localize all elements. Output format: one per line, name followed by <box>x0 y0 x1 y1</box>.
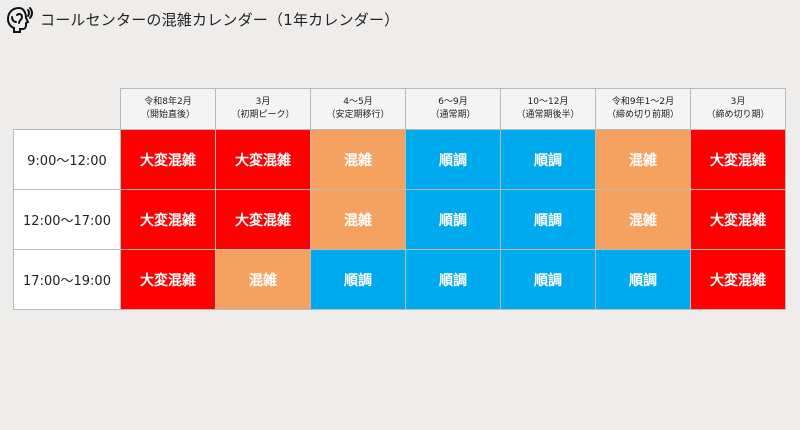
congestion-table: 令和8年2月 （開始直後） 3月 （初期ピーク） 4～5月 （安定期移行） 6～9月 （通常期… <box>13 88 786 310</box>
table-row: 17:00～19:00 大変混雑 混雑 順調 順調 順調 順調 大変混雑 <box>13 249 786 310</box>
column-header-period: 6～9月 <box>438 97 468 107</box>
column-header-phase: （開始直後） <box>140 110 195 120</box>
time-slot-label: 9:00～12:00 <box>13 129 121 190</box>
column-header-period: 4～5月 <box>343 97 373 107</box>
table-row: 9:00～12:00 大変混雑 大変混雑 混雑 順調 順調 混雑 大変混雑 <box>13 129 786 190</box>
column-header-phase: （締め切り前期） <box>606 110 679 120</box>
column-header-period: 令和9年1～2月 <box>611 97 675 107</box>
status-cell: 順調 <box>310 249 406 310</box>
header-row: 令和8年2月 （開始直後） 3月 （初期ピーク） 4～5月 （安定期移行） 6～9月 （通常期… <box>14 88 786 130</box>
column-header: 令和9年1～2月 （締め切り前期） <box>595 88 691 130</box>
status-cell: 大変混雑 <box>215 129 311 190</box>
status-cell: 順調 <box>595 249 691 310</box>
status-cell: 混雑 <box>310 189 406 250</box>
column-header-phase: （安定期移行） <box>326 110 390 120</box>
column-header-phase: （通常期後半） <box>516 110 580 120</box>
column-header-phase: （締め切り期） <box>706 110 770 120</box>
table-row: 12:00～17:00 大変混雑 大変混雑 混雑 順調 順調 混雑 大変混雑 <box>13 189 786 250</box>
column-header-period: 10～12月 <box>527 97 569 107</box>
time-slot-label: 17:00～19:00 <box>13 249 121 310</box>
column-header: 3月 （締め切り期） <box>690 88 786 130</box>
column-header: 3月 （初期ピーク） <box>215 88 311 130</box>
status-cell: 大変混雑 <box>120 249 216 310</box>
column-header: 10～12月 （通常期後半） <box>500 88 596 130</box>
status-cell: 混雑 <box>215 249 311 310</box>
status-cell: 順調 <box>405 189 501 250</box>
column-header-phase: （通常期） <box>430 110 476 120</box>
status-cell: 大変混雑 <box>690 129 786 190</box>
status-cell: 混雑 <box>595 189 691 250</box>
column-header-period: 令和8年2月 <box>144 97 192 107</box>
page-title: コールセンターの混雑カレンダー（1年カレンダー） <box>40 10 400 29</box>
status-cell: 大変混雑 <box>120 189 216 250</box>
status-cell: 大変混雑 <box>215 189 311 250</box>
table-body: 9:00～12:00 大変混雑 大変混雑 混雑 順調 順調 混雑 大変混雑 12:00～17:0… <box>13 129 786 310</box>
column-header: 令和8年2月 （開始直後） <box>120 88 216 130</box>
status-cell: 大変混雑 <box>120 129 216 190</box>
status-cell: 大変混雑 <box>690 189 786 250</box>
column-header-phase: （初期ピーク） <box>231 110 295 120</box>
corner-cell <box>14 89 121 130</box>
status-cell: 順調 <box>500 129 596 190</box>
status-cell: 順調 <box>405 249 501 310</box>
column-header-period: 3月 <box>730 97 746 107</box>
status-cell: 順調 <box>500 189 596 250</box>
header: コールセンターの混雑カレンダー（1年カレンダー） <box>6 4 399 34</box>
status-cell: 大変混雑 <box>690 249 786 310</box>
column-header: 6～9月 （通常期） <box>405 88 501 130</box>
column-header-period: 3月 <box>255 97 271 107</box>
status-cell: 混雑 <box>310 129 406 190</box>
status-cell: 順調 <box>500 249 596 310</box>
head-phone-icon <box>6 6 33 33</box>
column-header: 4～5月 （安定期移行） <box>310 88 406 130</box>
time-slot-label: 12:00～17:00 <box>13 189 121 250</box>
status-cell: 順調 <box>405 129 501 190</box>
status-cell: 混雑 <box>595 129 691 190</box>
